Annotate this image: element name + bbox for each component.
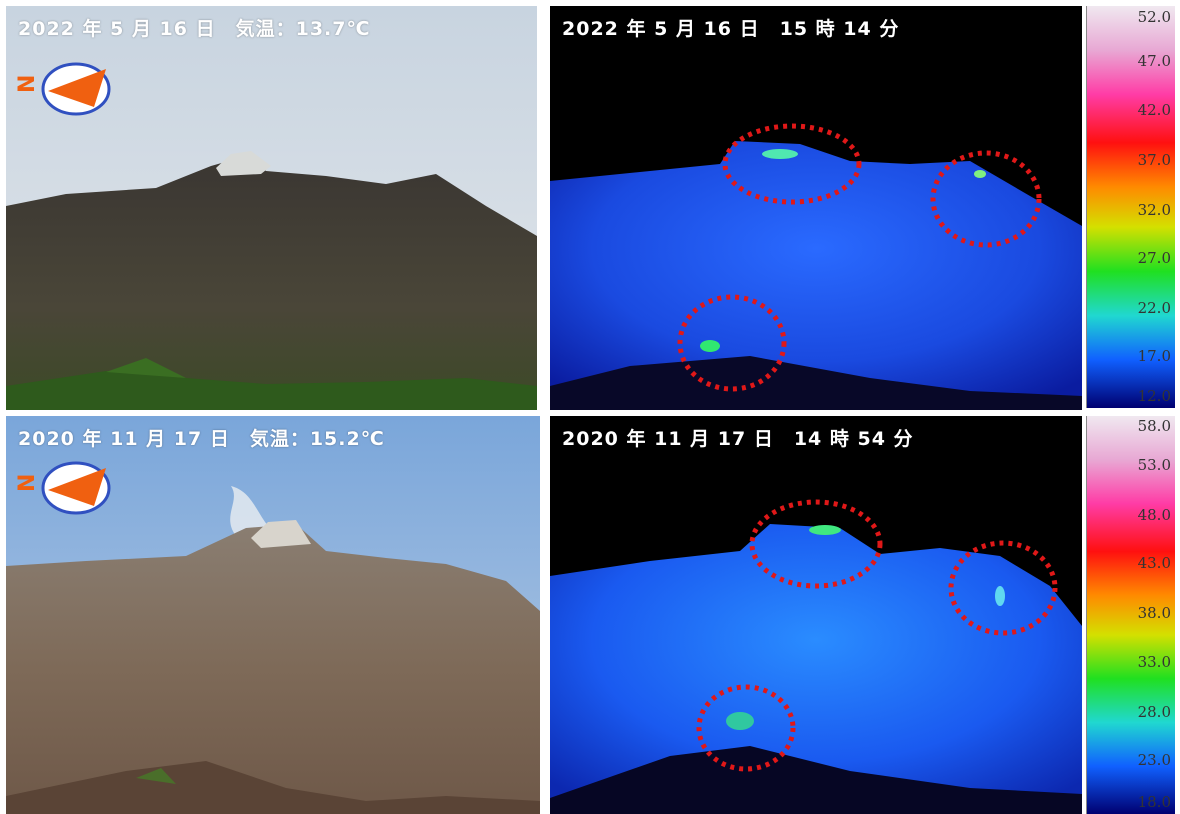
scale-tick: 33.0 <box>1137 653 1171 671</box>
scale-tick: 42.0 <box>1137 101 1171 119</box>
scale-tick: 52.0 <box>1137 8 1171 26</box>
thermal-caption-2022: 2022 年 5 月 16 日 15 時 14 分 <box>562 18 900 40</box>
scale-tick: 27.0 <box>1137 249 1171 267</box>
thermal-image-2022 <box>550 6 1082 410</box>
scale-tick: 28.0 <box>1137 703 1171 721</box>
hotspot-marker-summit <box>722 123 862 205</box>
photo-2020: 2020 年 11 月 17 日 気温：15.2℃ N <box>6 416 540 814</box>
scale-tick: 58.0 <box>1137 417 1171 435</box>
scale-tick: 17.0 <box>1137 347 1171 365</box>
scale-tick: 38.0 <box>1137 604 1171 622</box>
photo-2022: 2022 年 5 月 16 日 気温：13.7℃ N <box>6 6 537 410</box>
photo-caption-2020: 2020 年 11 月 17 日 気温：15.2℃ <box>18 428 385 450</box>
thermal-image-2020 <box>550 416 1082 814</box>
hotspot-marker-summit <box>749 499 883 589</box>
scale-tick: 23.0 <box>1137 751 1171 769</box>
scale-tick: 53.0 <box>1137 456 1171 474</box>
hotspot-marker-right <box>948 540 1058 636</box>
compass-icon: N <box>15 461 111 515</box>
scale-tick: 47.0 <box>1137 52 1171 70</box>
thermal-caption-2020: 2020 年 11 月 17 日 14 時 54 分 <box>562 428 914 450</box>
scale-tick: 43.0 <box>1137 554 1171 572</box>
scale-tick: 37.0 <box>1137 151 1171 169</box>
scale-tick: 32.0 <box>1137 201 1171 219</box>
photo-caption-2022: 2022 年 5 月 16 日 気温：13.7℃ <box>18 18 371 40</box>
lava-dome-photo-2022 <box>6 6 537 410</box>
hotspot-marker-lower <box>696 684 796 772</box>
temperature-scale-2020: 58.0 53.0 48.0 43.0 38.0 33.0 28.0 23.0 … <box>1086 416 1175 814</box>
hotspot-marker-lower <box>677 294 787 392</box>
temperature-scale-2022: 52.0 47.0 42.0 37.0 32.0 27.0 22.0 17.0 … <box>1086 6 1175 408</box>
hotspot-marker-right <box>930 150 1042 248</box>
compass-north-label: N <box>15 75 40 93</box>
scale-tick: 48.0 <box>1137 506 1171 524</box>
compass-north-label: N <box>15 474 40 492</box>
scale-tick: 12.0 <box>1137 387 1171 405</box>
scale-tick: 22.0 <box>1137 299 1171 317</box>
thermal-2020: 2020 年 11 月 17 日 14 時 54 分 <box>550 416 1082 814</box>
scale-tick: 18.0 <box>1137 793 1171 811</box>
thermal-2022: 2022 年 5 月 16 日 15 時 14 分 <box>550 6 1082 410</box>
compass-icon: N <box>15 62 111 116</box>
